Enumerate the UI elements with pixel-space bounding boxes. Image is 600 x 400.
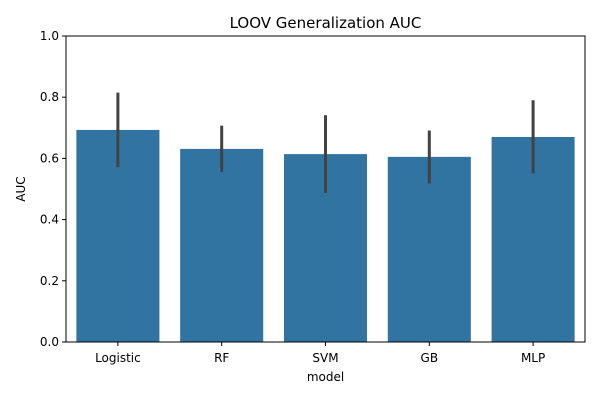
x-tick-label: SVM: [312, 351, 338, 365]
x-tick-label: GB: [421, 351, 439, 365]
x-axis: Logistic RF SVM GB MLP: [95, 342, 545, 365]
y-tick-label: 0.2: [40, 274, 59, 288]
y-tick-label: 0.4: [40, 213, 59, 227]
y-tick-label: 1.0: [40, 29, 59, 43]
y-tick-label: 0.6: [40, 151, 59, 165]
y-tick-label: 0.0: [40, 335, 59, 349]
x-tick-label: RF: [214, 351, 229, 365]
x-tick-label: Logistic: [95, 351, 141, 365]
bar-gb: [387, 156, 471, 342]
y-axis-label: AUC: [14, 176, 28, 201]
x-tick-label: MLP: [521, 351, 545, 365]
plot-bars: [76, 129, 575, 342]
bar-rf: [180, 148, 264, 342]
chart-title: LOOV Generalization AUC: [230, 14, 422, 32]
y-tick-label: 0.8: [40, 90, 59, 104]
y-axis: 0.0 0.2 0.4 0.6 0.8 1.0: [40, 29, 66, 349]
x-axis-label: model: [307, 370, 344, 384]
plot-error-bars: [116, 92, 535, 193]
